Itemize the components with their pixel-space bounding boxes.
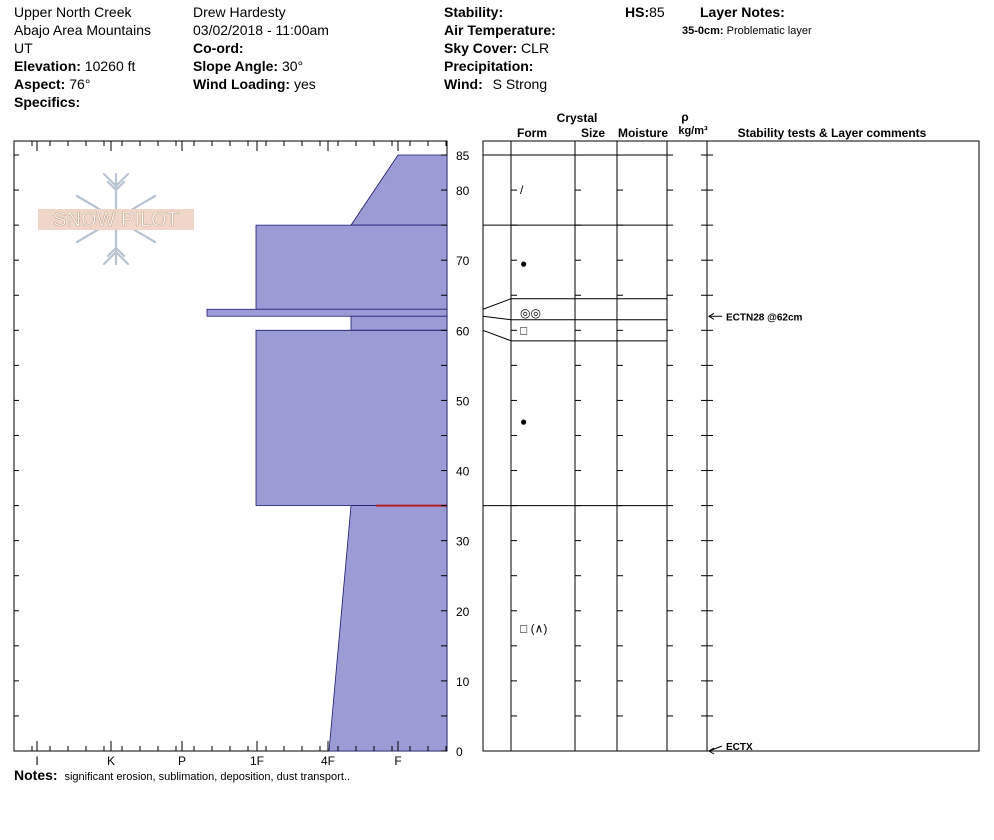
aspect-row: Aspect: 76°	[14, 75, 90, 93]
wind-value: S Strong	[492, 76, 548, 92]
stability-arrow-head	[708, 747, 715, 755]
height-tick-label: 30	[456, 535, 470, 549]
elevation-value: 10260 ft	[84, 58, 136, 74]
hardness-tick-label: F	[394, 754, 401, 768]
precipitation-label: Precipitation:	[444, 58, 534, 74]
hardness-layer	[255, 329, 448, 506]
logo-banner	[38, 209, 194, 230]
hardness-tick-label: I	[35, 754, 38, 768]
logo-text: SNOW PILOT	[53, 209, 179, 231]
slope-value: 30°	[281, 58, 304, 74]
crystal-form-symbol: ●	[520, 414, 527, 428]
moisture-header: Moisture	[618, 126, 668, 140]
hardness-tick-label: P	[178, 754, 186, 768]
stability-tests-header: Stability tests & Layer comments	[738, 126, 927, 140]
sky-cover-label: Sky Cover:	[444, 40, 518, 56]
slope-label: Slope Angle:	[193, 58, 279, 74]
crystal-form-symbol: □	[520, 323, 527, 337]
crystal-form-symbol: □ (∧)	[520, 621, 547, 635]
hardness-layer	[350, 154, 448, 226]
height-tick-label: 20	[456, 605, 470, 619]
layer-connector	[482, 298, 512, 310]
wind-loading-label: Wind Loading:	[193, 76, 291, 92]
crystal-form-symbol: ●	[520, 257, 527, 271]
size-header: Size	[581, 126, 605, 140]
hardness-tick-label: 1F	[250, 754, 264, 768]
observation-datetime: 03/02/2018 - 11:00am	[193, 22, 329, 38]
aspect-value: 76°	[69, 76, 91, 92]
height-tick-label: 40	[456, 465, 470, 479]
height-tick-label: 70	[456, 254, 470, 268]
sky-cover-value: CLR	[521, 40, 550, 56]
stability-label: Stability:	[444, 4, 504, 20]
stability-test-label: ECTN28 @62cm	[726, 312, 803, 323]
notes-label: Notes:	[14, 767, 58, 783]
wind-label: Wind:	[444, 76, 483, 92]
aspect-label: Aspect:	[14, 76, 66, 92]
wind-loading-row: Wind Loading: yes	[193, 75, 316, 93]
stability-test-label: ECTX	[726, 742, 753, 753]
slope-row: Slope Angle: 30°	[193, 57, 303, 75]
layer-note-row: 35-0cm: Problematic layer	[682, 24, 812, 38]
location-name: Upper North Creek	[14, 4, 132, 20]
layer-note-depth: 35-0cm:	[682, 25, 724, 37]
notes-text: significant erosion, sublimation, deposi…	[64, 771, 350, 783]
observer-name: Drew Hardesty	[193, 4, 286, 20]
hardness-tick-label: K	[107, 754, 115, 768]
rho-header: ρ	[681, 110, 688, 124]
crystal-form-symbol: ◎◎	[520, 306, 541, 320]
hardness-layer	[328, 505, 448, 752]
hs-row: HS:85	[625, 3, 665, 21]
crystal-table-frame	[482, 140, 980, 752]
height-tick-label: 10	[456, 675, 470, 689]
hardness-layer	[350, 315, 448, 331]
layer-connector	[482, 329, 512, 342]
layer-note-text: Problematic layer	[726, 25, 812, 37]
sky-cover-row: Sky Cover: CLR	[444, 39, 549, 57]
specifics-label: Specifics:	[14, 94, 81, 110]
state-name: UT	[14, 40, 33, 56]
density-unit-header: kg/m³	[678, 125, 708, 137]
crystal-forms: / ● ◎◎ □ ● □ (∧)	[520, 183, 547, 635]
height-tick-label: 0	[456, 745, 463, 759]
snowpilot-logo: SNOW PILOT	[38, 172, 194, 266]
table-layer-rows	[482, 154, 667, 507]
elevation-row: Elevation: 10260 ft	[14, 57, 135, 75]
table-column-lines	[510, 141, 708, 751]
table-ticks	[511, 154, 713, 752]
hs-label: HS:	[625, 4, 650, 20]
hardness-layer	[206, 308, 448, 317]
layer-connector	[482, 315, 512, 321]
height-tick-label: 50	[456, 394, 470, 408]
hardness-layer	[255, 224, 448, 310]
hs-value: 85	[649, 4, 665, 20]
elevation-label: Elevation:	[14, 58, 81, 74]
height-tick-label: 60	[456, 324, 470, 338]
stability-arrow-head	[708, 312, 715, 320]
wind-row: Wind: S Strong	[444, 75, 547, 93]
height-tick-label: 85	[456, 149, 470, 163]
crystal-header: Crystal	[557, 111, 598, 125]
height-tick-label: 80	[456, 184, 470, 198]
air-temperature-label: Air Temperature:	[444, 22, 556, 38]
wind-loading-value: yes	[293, 76, 316, 92]
crystal-form-symbol: /	[520, 183, 524, 197]
stability-tests: ECTN28 @62cm ECTX	[708, 312, 803, 755]
notes-row: Notes: significant erosion, sublimation,…	[14, 766, 350, 784]
form-header: Form	[517, 126, 547, 140]
layer-notes-label: Layer Notes:	[700, 4, 785, 20]
coord-label: Co-ord:	[193, 40, 244, 56]
hardness-layers	[206, 154, 448, 752]
hardness-axis: I K P 1F 4F F	[13, 141, 447, 768]
height-axis: 0 10 20 30 40 50 60 70 80 85	[14, 149, 470, 759]
range-name: Abajo Area Mountains	[14, 22, 151, 38]
hardness-tick-label: 4F	[321, 754, 335, 768]
